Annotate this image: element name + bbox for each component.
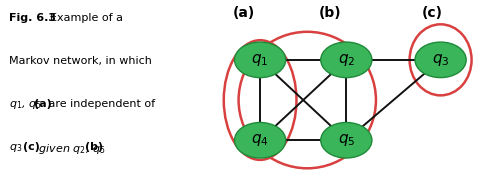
Text: (c): (c) [23,142,40,152]
Text: (b): (b) [318,6,341,20]
Circle shape [320,42,371,78]
Circle shape [414,42,465,78]
Text: Fig. 6.3: Fig. 6.3 [9,13,56,23]
Text: Markov network, in which: Markov network, in which [9,56,151,66]
Text: $q_3$: $q_3$ [431,52,448,68]
Circle shape [234,122,285,158]
Text: (a): (a) [34,99,52,109]
Text: $q_4$: $q_4$ [251,132,268,148]
Text: are independent of: are independent of [45,99,155,109]
Circle shape [320,122,371,158]
Text: $q_2$: $q_2$ [337,52,354,68]
Circle shape [234,42,285,78]
Text: $q_5$: $q_5$ [337,132,354,148]
Text: $q_1$, $q_5$: $q_1$, $q_5$ [9,99,42,111]
Text: (c): (c) [421,6,442,20]
Text: $q_3$: $q_3$ [9,142,23,154]
Text: Example of a: Example of a [43,13,123,23]
Text: (b): (b) [85,142,103,152]
Text: given $q_2$, $q_5$: given $q_2$, $q_5$ [35,142,106,156]
Text: $q_1$: $q_1$ [251,52,268,68]
Text: (a): (a) [232,6,254,20]
